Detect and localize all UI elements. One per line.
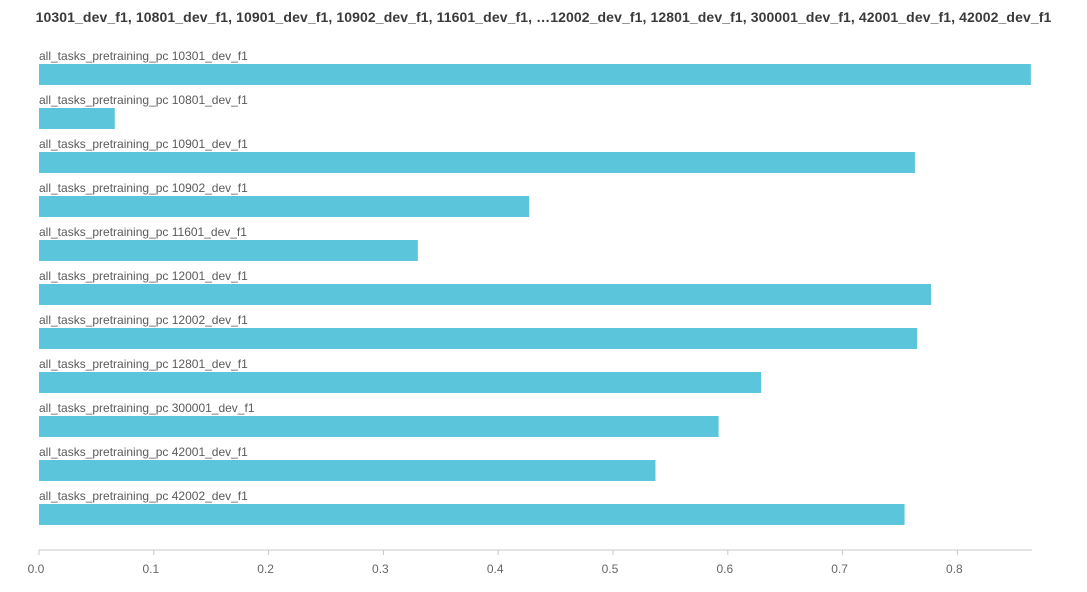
bar-label: all_tasks_pretraining_pc 10901_dev_f1 [39, 137, 248, 151]
x-tick-label: 0.3 [372, 562, 389, 576]
x-axis: 0.0 0.1 0.2 0.3 0.4 0.5 0.6 0.7 0.8 [28, 549, 1032, 576]
bar[interactable] [39, 372, 762, 393]
bar-label: all_tasks_pretraining_pc 10902_dev_f1 [39, 181, 248, 195]
bars-group: all_tasks_pretraining_pc 10301_dev_f1all… [39, 49, 1031, 525]
bar[interactable] [39, 504, 905, 525]
bar[interactable] [39, 460, 656, 481]
x-tick-label: 0.6 [716, 562, 733, 576]
bar-label: all_tasks_pretraining_pc 42002_dev_f1 [39, 489, 248, 503]
bar-label: all_tasks_pretraining_pc 10301_dev_f1 [39, 49, 248, 63]
x-tick-label: 0.7 [831, 562, 848, 576]
bar[interactable] [39, 240, 418, 261]
bar[interactable] [39, 108, 115, 129]
bar[interactable] [39, 152, 915, 173]
bar-label: all_tasks_pretraining_pc 10801_dev_f1 [39, 93, 248, 107]
bar[interactable] [39, 64, 1031, 85]
chart-title: 10301_dev_f1, 10801_dev_f1, 10901_dev_f1… [35, 9, 1052, 25]
bar[interactable] [39, 284, 931, 305]
x-tick-label: 0.2 [257, 562, 274, 576]
bar-label: all_tasks_pretraining_pc 12002_dev_f1 [39, 313, 248, 327]
bar[interactable] [39, 328, 918, 349]
bar[interactable] [39, 416, 719, 437]
bar-label: all_tasks_pretraining_pc 300001_dev_f1 [39, 401, 255, 415]
bar-label: all_tasks_pretraining_pc 42001_dev_f1 [39, 445, 248, 459]
x-tick-label: 0.1 [142, 562, 159, 576]
bar-label: all_tasks_pretraining_pc 12001_dev_f1 [39, 269, 248, 283]
bar[interactable] [39, 196, 530, 217]
x-tick-label: 0.5 [602, 562, 619, 576]
x-tick-label: 0.8 [946, 562, 963, 576]
x-tick-label: 0.4 [487, 562, 504, 576]
x-tick-label: 0.0 [28, 562, 45, 576]
bar-label: all_tasks_pretraining_pc 12801_dev_f1 [39, 357, 248, 371]
bar-label: all_tasks_pretraining_pc 11601_dev_f1 [39, 225, 247, 239]
